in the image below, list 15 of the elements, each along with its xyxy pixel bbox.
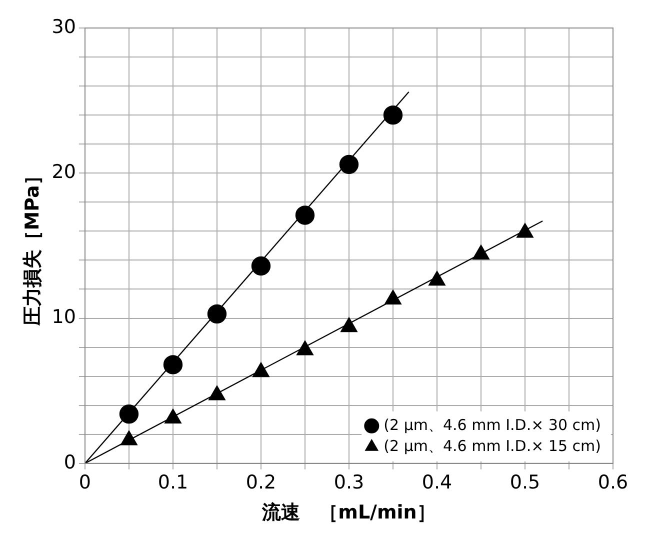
x-tick-label: 0.5 — [510, 472, 540, 494]
y-tick-label: 0 — [64, 451, 76, 474]
y-tick-label: 10 — [52, 306, 76, 328]
x-axis-title: 流速 ［mL/min］ — [261, 502, 436, 524]
legend-label: (2 μm、4.6 mm I.D.× 30 cm) — [384, 416, 602, 434]
x-tick-label: 0.6 — [598, 472, 628, 494]
y-tick-label: 30 — [52, 16, 76, 38]
legend-label: (2 μm、4.6 mm I.D.× 15 cm) — [384, 436, 602, 455]
x-tick-label: 0.4 — [422, 472, 452, 494]
y-tick-label: 20 — [52, 161, 76, 184]
x-tick-label: 0.1 — [158, 472, 188, 494]
x-tick-label: 0.3 — [334, 472, 364, 494]
y-axis-title: 圧力損失［MPa］ — [21, 166, 44, 326]
x-tick-label: 0 — [78, 472, 92, 494]
x-tick-label: 0.2 — [246, 472, 276, 494]
